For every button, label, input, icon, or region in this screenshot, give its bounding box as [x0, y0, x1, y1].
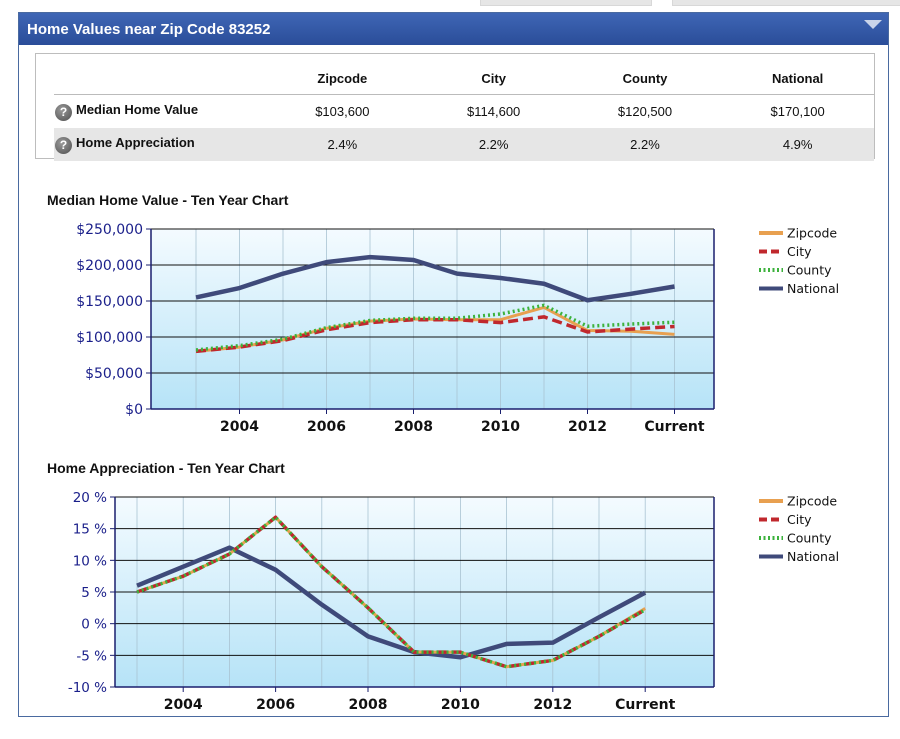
x-tick-label: Current — [644, 419, 705, 435]
y-tick-label: $100,000 — [76, 330, 143, 346]
table-header-row: Zipcode City County National — [54, 62, 874, 95]
legend-label-county: County — [787, 531, 832, 546]
row-label: Home Appreciation — [76, 135, 195, 150]
x-tick-label: 2012 — [533, 697, 572, 713]
legend-label-national: National — [787, 281, 839, 296]
values-table-box: Zipcode City County National ? Median Hom… — [35, 53, 875, 161]
table-cell: 2.4% — [266, 128, 419, 161]
x-tick-label: 2004 — [164, 697, 203, 713]
panel-header: Home Values near Zip Code 83252 — [19, 13, 888, 45]
row-label: Median Home Value — [76, 102, 199, 117]
chart-title-appreciation: Home Appreciation - Ten Year Chart — [47, 460, 285, 476]
table-row: ? Home Appreciation 2.4% 2.2% 2.2% 4.9% — [54, 128, 874, 161]
table-cell: $114,600 — [467, 104, 521, 119]
legend-label-zipcode: Zipcode — [787, 226, 837, 241]
home-values-panel: Home Values near Zip Code 83252 Zipcode … — [18, 12, 889, 717]
x-tick-label: 2010 — [481, 419, 520, 435]
y-tick-label: $150,000 — [76, 294, 143, 310]
series-line-county — [136, 515, 647, 669]
y-tick-label: $50,000 — [85, 366, 143, 382]
tab-placeholder-1[interactable] — [480, 0, 652, 6]
table-cell: 2.2% — [568, 128, 722, 161]
legend-label-national: National — [787, 549, 839, 564]
panel-title: Home Values near Zip Code 83252 — [27, 21, 271, 38]
y-tick-label: 5 % — [81, 585, 107, 601]
values-table: Zipcode City County National ? Median Hom… — [54, 62, 874, 161]
x-tick-label: 2008 — [349, 697, 388, 713]
table-cell: 2.2% — [418, 128, 569, 161]
chart-title-median-value: Median Home Value - Ten Year Chart — [47, 192, 289, 208]
column-header-city: City — [418, 62, 569, 95]
x-tick-label: 2010 — [441, 697, 480, 713]
x-tick-label: 2006 — [307, 419, 346, 435]
y-tick-label: 0 % — [81, 617, 107, 633]
column-header-county: County — [568, 62, 722, 95]
x-tick-label: 2008 — [394, 419, 433, 435]
series-line-national — [195, 254, 675, 303]
y-tick-label: $0 — [125, 402, 143, 418]
column-header-national: National — [721, 62, 874, 95]
legend-label-zipcode: Zipcode — [787, 494, 837, 509]
x-tick-label: 2004 — [220, 419, 259, 435]
table-cell: $103,600 — [315, 104, 370, 119]
y-tick-label: -10 % — [68, 680, 107, 696]
table-cell: $170,100 — [770, 104, 825, 119]
appreciation-chart: 20 % 15 % 10 % 5 % 0 % -5 % -10 % 2004 2006 2008 2… — [68, 490, 839, 713]
legend-label-city: City — [787, 244, 812, 259]
row-label-cell: ? Median Home Value — [54, 95, 266, 129]
y-tick-label: $250,000 — [76, 222, 143, 238]
y-tick-label: -5 % — [76, 648, 107, 664]
row-label-cell: ? Home Appreciation — [54, 128, 266, 161]
table-cell: 4.9% — [721, 128, 874, 161]
top-tabs — [440, 0, 900, 12]
series-line-national — [136, 545, 647, 660]
x-tick-label: 2006 — [256, 697, 295, 713]
series-line-county — [195, 303, 675, 352]
tab-placeholder-2[interactable] — [672, 0, 900, 6]
column-header-zipcode: Zipcode — [266, 62, 419, 95]
help-question-icon[interactable]: ? — [55, 137, 72, 154]
empty-header-cell — [54, 62, 266, 95]
y-tick-label: 20 % — [73, 490, 107, 506]
legend-label-city: City — [787, 512, 812, 527]
median-value-chart: $250,000 $200,000 $150,000 $100,000 $50,000 $… — [76, 222, 839, 435]
x-tick-label: Current — [615, 697, 676, 713]
x-tick-label: 2012 — [568, 419, 607, 435]
collapse-chevron-icon[interactable] — [864, 20, 882, 29]
y-tick-label: $200,000 — [76, 258, 143, 274]
y-tick-label: 15 % — [73, 522, 107, 538]
help-question-icon[interactable]: ? — [55, 104, 72, 121]
legend-label-county: County — [787, 263, 832, 278]
table-cell: $120,500 — [617, 104, 673, 119]
table-row: ? Median Home Value $103,600 $114,600 $12… — [54, 95, 874, 129]
y-tick-label: 10 % — [73, 553, 107, 569]
